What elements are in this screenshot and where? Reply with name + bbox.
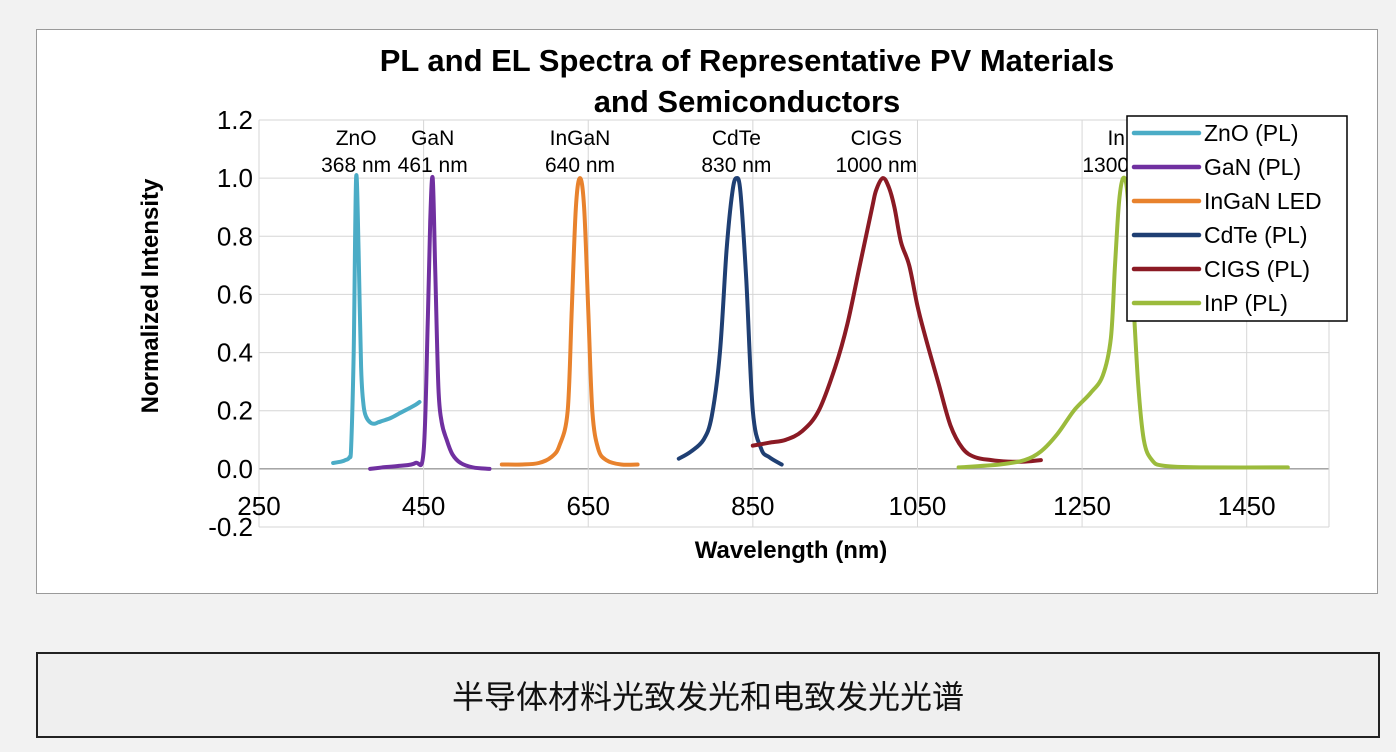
legend-label: ZnO (PL): [1204, 120, 1299, 146]
annotation-value: 640 nm: [545, 154, 615, 177]
y-tick-label: 0.0: [217, 454, 253, 484]
y-tick-label: 1.0: [217, 163, 253, 193]
x-tick-label: 1250: [1053, 491, 1111, 521]
y-tick-label: 0.6: [217, 279, 253, 309]
series-line-ingan-led: [499, 176, 640, 467]
y-tick-label: 1.2: [217, 105, 253, 135]
legend-label: GaN (PL): [1204, 154, 1301, 180]
series-line-cigs-pl: [750, 176, 1043, 464]
series-line-zno-pl: [331, 173, 422, 465]
chart-title-line-1: PL and EL Spectra of Representative PV M…: [380, 43, 1115, 78]
caption-text: 半导体材料光致发光和电致发光光谱: [451, 678, 964, 716]
legend-box: [1126, 115, 1348, 322]
annotation-value: 368 nm: [321, 154, 391, 177]
legend: ZnO (PL) GaN (PL) InGaN LED CdTe (PL) CIGS (…: [1126, 115, 1348, 322]
x-tick-label: 1050: [889, 491, 947, 521]
spectra-chart: PL and EL Spectra of Representative PV M…: [137, 43, 1348, 564]
x-tick-label: 650: [567, 491, 610, 521]
y-tick-label: -0.2: [208, 512, 253, 542]
annotation-name: CIGS: [851, 127, 902, 150]
annotation-name: GaN: [411, 127, 454, 150]
axis-ticks: -0.2 0.0 0.2 0.4 0.6 0.8 1.0 1.2 250 450 650 850 105…: [208, 105, 1275, 542]
y-axis-label: Normalized Intensity: [137, 178, 164, 413]
annotation-name: ZnO: [336, 127, 377, 150]
annotation-name: CdTe: [712, 127, 761, 150]
x-tick-label: 850: [731, 491, 774, 521]
x-tick-label: 1450: [1218, 491, 1276, 521]
x-tick-label: 250: [237, 491, 280, 521]
y-tick-label: 0.4: [217, 338, 253, 368]
x-tick-label: 450: [402, 491, 445, 521]
annotation-value: 1000 nm: [835, 154, 917, 177]
annotation-name: InGaN: [550, 127, 611, 150]
x-axis-label: Wavelength (nm): [695, 537, 887, 564]
annotation-value: 461 nm: [398, 154, 468, 177]
legend-label: InP (PL): [1204, 290, 1288, 316]
peak-annotations: ZnO 368 nm GaN 461 nm InGaN 640 nm CdTe 830 nm C…: [321, 127, 1164, 177]
series-line-inp-pl: [956, 175, 1290, 470]
legend-label: CdTe (PL): [1204, 222, 1308, 248]
grid: [258, 119, 1330, 528]
y-tick-label: 0.2: [217, 396, 253, 426]
chart-panel: PL and EL Spectra of Representative PV M…: [36, 29, 1378, 594]
series-line-gan-pl: [368, 174, 492, 471]
y-tick-label: 0.8: [217, 221, 253, 251]
legend-label: CIGS (PL): [1204, 256, 1310, 282]
legend-label: InGaN LED: [1204, 188, 1322, 214]
annotation-value: 830 nm: [701, 154, 771, 177]
chart-title-line-2: and Semiconductors: [594, 84, 901, 119]
series-lines: [331, 173, 1290, 471]
series-line-cdte-pl: [676, 175, 784, 467]
caption-box: 半导体材料光致发光和电致发光光谱: [36, 652, 1380, 738]
